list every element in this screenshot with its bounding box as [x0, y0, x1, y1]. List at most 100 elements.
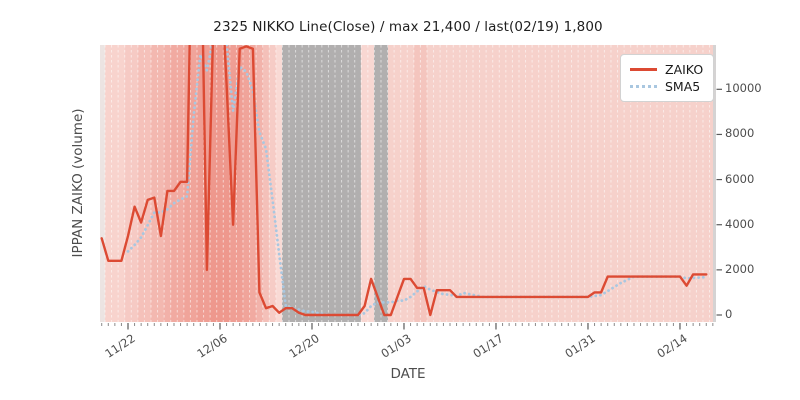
- day-band: [696, 45, 703, 322]
- day-band: [348, 45, 355, 322]
- day-band: [131, 45, 138, 322]
- day-band: [584, 45, 592, 322]
- day-band: [111, 45, 119, 322]
- y-tick-label: 2000: [725, 261, 755, 276]
- day-band: [630, 45, 638, 322]
- day-band: [670, 45, 677, 322]
- day-band: [518, 45, 526, 322]
- day-band: [164, 45, 171, 322]
- day-band: [236, 45, 243, 322]
- y-tick-label: 4000: [725, 216, 755, 231]
- day-band: [637, 45, 644, 322]
- day-band: [459, 45, 467, 322]
- day-band: [104, 45, 112, 322]
- day-band: [597, 45, 605, 322]
- day-band: [100, 45, 105, 322]
- sma5-line: [126, 45, 708, 317]
- day-band: [242, 45, 250, 322]
- day-band: [367, 45, 375, 322]
- day-band: [709, 45, 716, 322]
- day-band: [321, 45, 329, 322]
- day-band: [315, 45, 322, 322]
- day-band: [341, 45, 349, 322]
- day-band: [683, 45, 690, 322]
- y-tick-label: 0: [725, 307, 733, 321]
- day-band: [295, 45, 303, 322]
- day-band: [407, 45, 414, 322]
- day-band: [532, 45, 539, 322]
- day-band: [308, 45, 316, 322]
- day-band: [545, 45, 552, 322]
- day-band: [118, 45, 125, 322]
- day-band: [525, 45, 533, 322]
- day-band: [374, 45, 381, 322]
- day-band: [210, 45, 217, 322]
- day-band: [433, 45, 441, 322]
- y-tick-label: 8000: [725, 126, 755, 141]
- day-band: [558, 45, 565, 322]
- day-band: [453, 45, 460, 322]
- day-band: [275, 45, 283, 322]
- legend-box: ZAIKO SMA5: [620, 54, 715, 102]
- day-band: [361, 45, 368, 322]
- day-band: [170, 45, 178, 322]
- zaiko-line: [100, 45, 708, 317]
- day-band: [663, 45, 671, 322]
- day-band: [380, 45, 388, 322]
- day-band: [617, 45, 625, 322]
- day-band: [144, 45, 151, 322]
- day-band: [190, 45, 197, 322]
- day-band: [302, 45, 309, 322]
- day-band: [610, 45, 618, 322]
- day-band: [196, 45, 204, 322]
- day-band: [505, 45, 513, 322]
- zaiko-line-swatch: [630, 68, 657, 71]
- y-axis-label: IPPAN ZAIKO (volume): [70, 108, 86, 258]
- day-band: [223, 45, 230, 322]
- day-band: [479, 45, 487, 322]
- day-band: [624, 45, 631, 322]
- day-band: [157, 45, 165, 322]
- day-band: [492, 45, 500, 322]
- day-band: [499, 45, 506, 322]
- legend-label-sma5: SMA5: [665, 79, 701, 94]
- day-band: [604, 45, 611, 322]
- day-band: [571, 45, 579, 322]
- day-band: [269, 45, 276, 322]
- day-band: [420, 45, 427, 322]
- day-band: [262, 45, 270, 322]
- day-band: [334, 45, 342, 322]
- day-band: [150, 45, 158, 322]
- right-edge-band: [713, 45, 716, 322]
- legend-item-zaiko: ZAIKO: [630, 61, 703, 78]
- day-band: [689, 45, 697, 322]
- day-band: [400, 45, 408, 322]
- chart-title: 2325 NIKKO Line(Close) / max 21,400 / la…: [213, 19, 603, 35]
- day-band: [256, 45, 263, 322]
- day-band: [564, 45, 572, 322]
- sma5-line-swatch: [630, 85, 657, 88]
- day-band: [413, 45, 421, 322]
- day-band: [282, 45, 289, 322]
- day-band: [328, 45, 335, 322]
- day-band: [124, 45, 132, 322]
- day-band: [512, 45, 519, 322]
- day-band: [702, 45, 710, 322]
- day-band: [354, 45, 362, 322]
- day-band: [650, 45, 657, 322]
- day-band: [203, 45, 211, 322]
- day-band: [551, 45, 559, 322]
- day-band: [466, 45, 473, 322]
- legend-item-sma5: SMA5: [630, 78, 703, 95]
- day-band: [656, 45, 664, 322]
- day-band: [394, 45, 401, 322]
- day-band: [486, 45, 493, 322]
- y-tick-label: 10000: [725, 81, 762, 96]
- day-band: [440, 45, 447, 322]
- day-band: [446, 45, 454, 322]
- day-band: [426, 45, 434, 322]
- day-band: [216, 45, 224, 322]
